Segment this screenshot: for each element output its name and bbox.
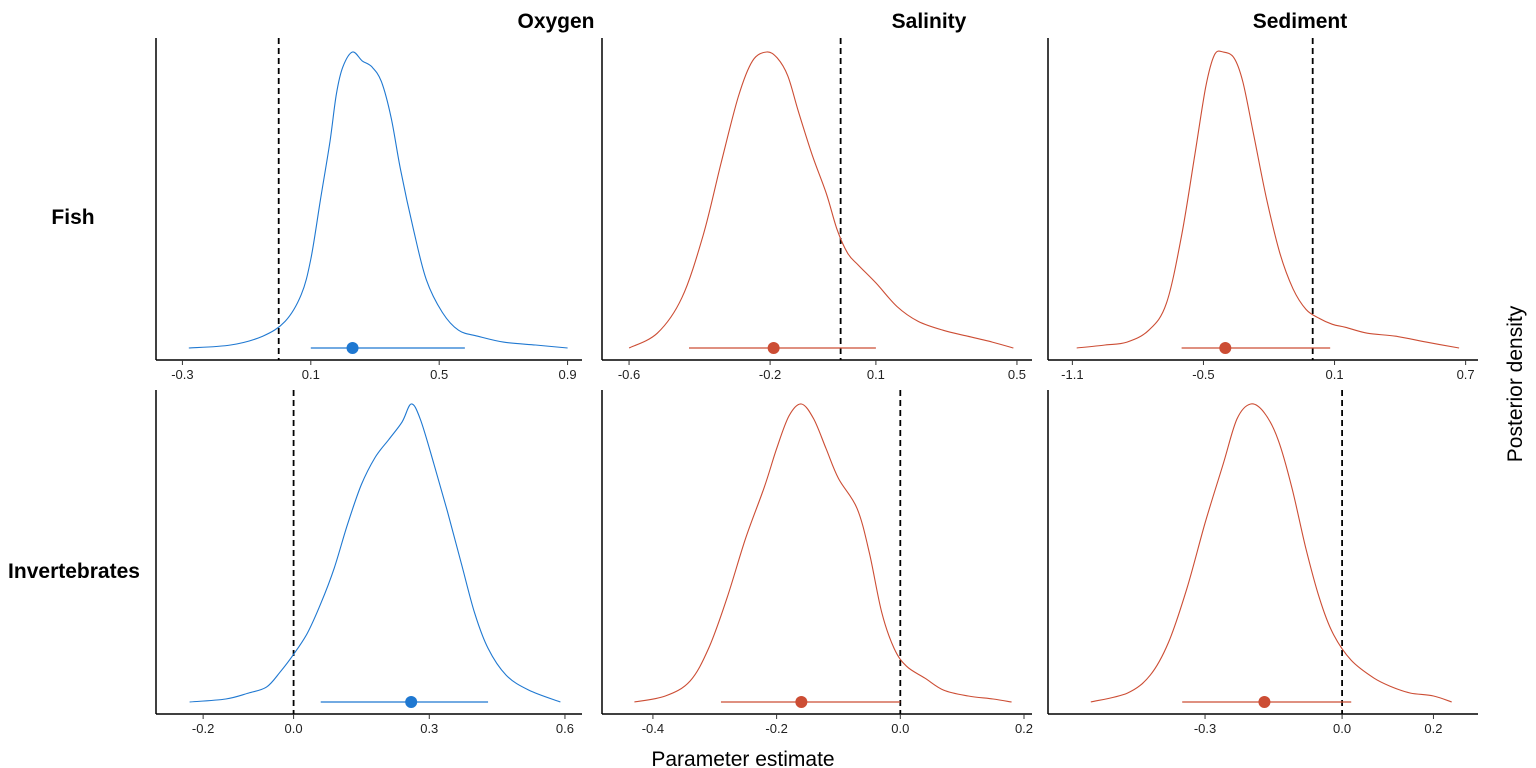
panel-fish-sediment: -1.1 -0.5 0.1 0.7: [1047, 38, 1478, 382]
column-title-salinity: Salinity: [892, 10, 967, 33]
x-tick-label: 0.1: [1326, 367, 1344, 382]
x-tick-label: 0.5: [1008, 367, 1026, 382]
x-axis-title: Parameter estimate: [651, 748, 834, 768]
x-tick-label: -0.5: [1192, 367, 1214, 382]
x-tick-label: 0.1: [867, 367, 885, 382]
panel-fish-oxygen: -0.3 0.1 0.5 0.9: [155, 38, 582, 382]
panel-invertebrates-sediment: -0.3 0.0 0.2: [1047, 390, 1478, 736]
x-tick-label: -0.4: [642, 721, 664, 736]
x-tick-label: 0.0: [285, 721, 303, 736]
column-title-sediment: Sediment: [1253, 10, 1348, 33]
x-tick-label: 0.9: [559, 367, 577, 382]
x-tick-label: -0.6: [618, 367, 640, 382]
point-estimate: [1219, 342, 1232, 354]
x-tick-label: 0.0: [891, 721, 909, 736]
density-curve: [634, 403, 1012, 703]
density-curve: [1090, 403, 1452, 703]
point-estimate: [346, 342, 359, 354]
x-tick-label: 0.1: [302, 367, 320, 382]
panels-layer: -0.3 0.1 0.5 0.9 -0.6 -0.2 0.1 0.5 -1.1 -0.5 0.1 0.…: [155, 38, 1478, 736]
x-tick-label: 0.5: [430, 367, 448, 382]
point-estimate: [795, 696, 808, 708]
row-title-invertebrates: Invertebrates: [8, 560, 140, 583]
x-tick-label: 0.0: [1333, 721, 1351, 736]
x-tick-label: -0.2: [192, 721, 214, 736]
panel-invertebrates-salinity: -0.4 -0.2 0.0 0.2: [601, 390, 1033, 736]
point-estimate: [767, 342, 780, 354]
point-estimate: [405, 696, 418, 708]
density-curve: [628, 51, 1014, 349]
x-tick-label: 0.3: [420, 721, 438, 736]
x-tick-label: 0.6: [556, 721, 574, 736]
x-tick-label: 0.2: [1424, 721, 1442, 736]
x-tick-label: -0.2: [765, 721, 787, 736]
row-title-fish: Fish: [51, 206, 94, 229]
column-title-oxygen: Oxygen: [517, 10, 594, 33]
x-tick-label: -0.2: [759, 367, 781, 382]
panel-invertebrates-oxygen: -0.2 0.0 0.3 0.6: [155, 390, 582, 736]
density-curve: [189, 403, 561, 703]
x-tick-label: -0.3: [171, 367, 193, 382]
x-tick-label: 0.2: [1015, 721, 1033, 736]
x-tick-label: -0.3: [1194, 721, 1216, 736]
y-axis-title: Posterior density: [1504, 305, 1527, 462]
density-curve: [188, 51, 568, 349]
point-estimate: [1258, 696, 1271, 708]
x-tick-label: 0.7: [1457, 367, 1475, 382]
x-tick-label: -1.1: [1061, 367, 1083, 382]
panel-fish-salinity: -0.6 -0.2 0.1 0.5: [601, 38, 1032, 382]
density-curve: [1076, 50, 1460, 349]
